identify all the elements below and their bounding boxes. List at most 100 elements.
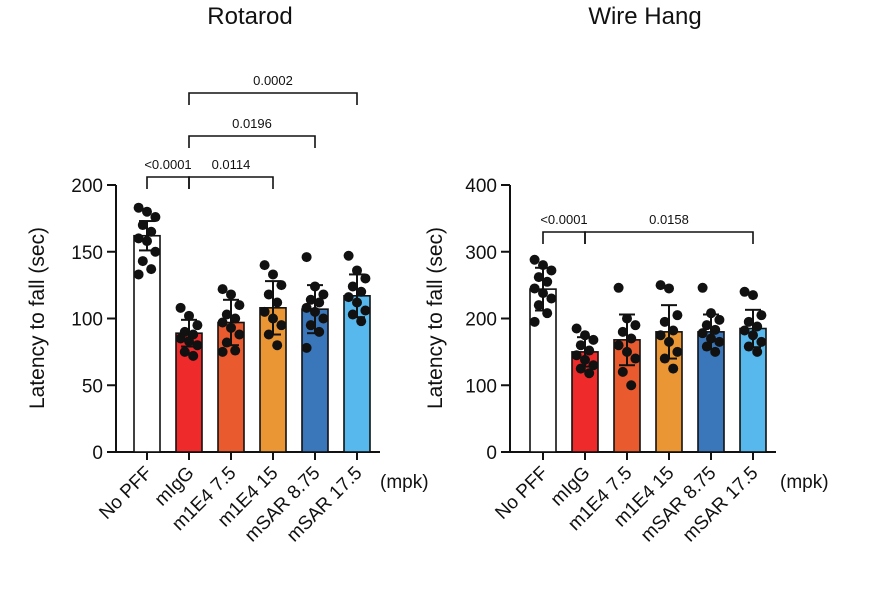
- y-axis-label: Latency to fall (sec): [26, 227, 49, 409]
- significance-bracket: [146, 176, 190, 189]
- data-point: [668, 325, 679, 336]
- data-point: [356, 316, 367, 327]
- data-point: [739, 325, 750, 336]
- data-point: [276, 280, 287, 291]
- data-point: [701, 341, 712, 352]
- data-point: [613, 340, 624, 351]
- data-point: [659, 353, 670, 364]
- data-point: [655, 280, 666, 291]
- data-point: [142, 206, 152, 217]
- data-point: [184, 310, 194, 321]
- data-point: [272, 340, 283, 351]
- data-point: [184, 336, 194, 347]
- data-point: [192, 320, 203, 331]
- data-point: [175, 333, 186, 344]
- data-point: [617, 326, 628, 337]
- data-point: [672, 310, 683, 321]
- significance-bracket: [542, 231, 586, 244]
- data-point: [301, 302, 312, 313]
- data-point: [347, 281, 358, 292]
- data-point: [217, 317, 228, 328]
- data-point: [360, 305, 371, 316]
- data-point: [318, 313, 329, 324]
- data-point: [584, 368, 595, 379]
- data-point: [259, 260, 270, 271]
- data-point: [697, 282, 708, 293]
- data-point: [697, 328, 708, 339]
- y-tick-label: 300: [465, 243, 497, 264]
- data-point: [310, 281, 320, 292]
- significance-bracket: [188, 135, 316, 148]
- data-point: [714, 314, 725, 325]
- data-point: [575, 363, 586, 374]
- data-point: [268, 269, 278, 280]
- data-point: [580, 354, 590, 365]
- y-tick-label: 100: [71, 310, 103, 331]
- data-point: [221, 337, 232, 348]
- data-point: [301, 342, 312, 353]
- y-tick-label: 50: [82, 376, 103, 397]
- data-point: [571, 323, 582, 334]
- data-point: [179, 346, 190, 357]
- data-point: [542, 308, 553, 319]
- data-point: [137, 256, 148, 267]
- data-point: [622, 313, 632, 324]
- data-point: [314, 297, 325, 308]
- data-point: [217, 284, 228, 295]
- data-point: [133, 269, 144, 280]
- rotarod-panel: Rotarod Latency to fall (sec) 0 50 100 150 200…: [26, 3, 429, 546]
- data-point: [529, 283, 540, 294]
- significance-bracket: [188, 176, 274, 189]
- data-point: [175, 302, 186, 313]
- data-point: [314, 326, 325, 337]
- data-point: [706, 333, 716, 344]
- y-tick-label: 0: [486, 443, 497, 464]
- data-point: [710, 346, 721, 357]
- y-axis-label: Latency to fall (sec): [424, 227, 447, 409]
- data-point: [538, 260, 548, 271]
- p-value-label: 0.0002: [253, 73, 293, 88]
- chart-title: Rotarod: [207, 3, 292, 30]
- data-point: [743, 316, 754, 327]
- data-point: [347, 309, 358, 320]
- data-point: [310, 306, 320, 317]
- data-point: [664, 336, 674, 347]
- bar-no-pff: [529, 288, 557, 453]
- significance-bracket: [188, 92, 358, 105]
- data-point: [360, 273, 371, 284]
- data-point: [626, 380, 637, 391]
- data-point: [571, 350, 582, 361]
- unit-label: (mpk): [380, 472, 429, 493]
- significance-bracket: [584, 231, 754, 244]
- data-point: [756, 310, 767, 321]
- data-point: [752, 346, 763, 357]
- data-point: [655, 330, 666, 341]
- data-point: [305, 320, 316, 331]
- p-value-label: <0.0001: [540, 212, 587, 227]
- y-tick-label: 150: [71, 243, 103, 264]
- data-point: [230, 313, 241, 324]
- unit-label: (mpk): [780, 472, 829, 493]
- data-point: [664, 283, 674, 294]
- data-point: [137, 220, 148, 231]
- p-value-label: 0.0158: [649, 212, 689, 227]
- data-point: [146, 226, 157, 237]
- data-point: [588, 334, 599, 345]
- data-point: [533, 300, 544, 311]
- data-point: [580, 330, 590, 341]
- data-point: [133, 233, 144, 244]
- data-point: [710, 324, 721, 335]
- data-point: [588, 360, 599, 371]
- data-point: [584, 345, 595, 356]
- data-point: [752, 321, 763, 332]
- data-point: [352, 297, 362, 308]
- data-point: [226, 289, 236, 300]
- chart-title: Wire Hang: [588, 3, 701, 30]
- data-point: [630, 320, 641, 331]
- data-point: [743, 341, 754, 352]
- wire-hang-panel: Wire Hang Latency to fall (sec) 0 100 200 300…: [424, 3, 829, 546]
- data-point: [188, 350, 199, 361]
- data-point: [234, 329, 245, 340]
- data-point: [701, 320, 712, 331]
- data-point: [529, 254, 540, 265]
